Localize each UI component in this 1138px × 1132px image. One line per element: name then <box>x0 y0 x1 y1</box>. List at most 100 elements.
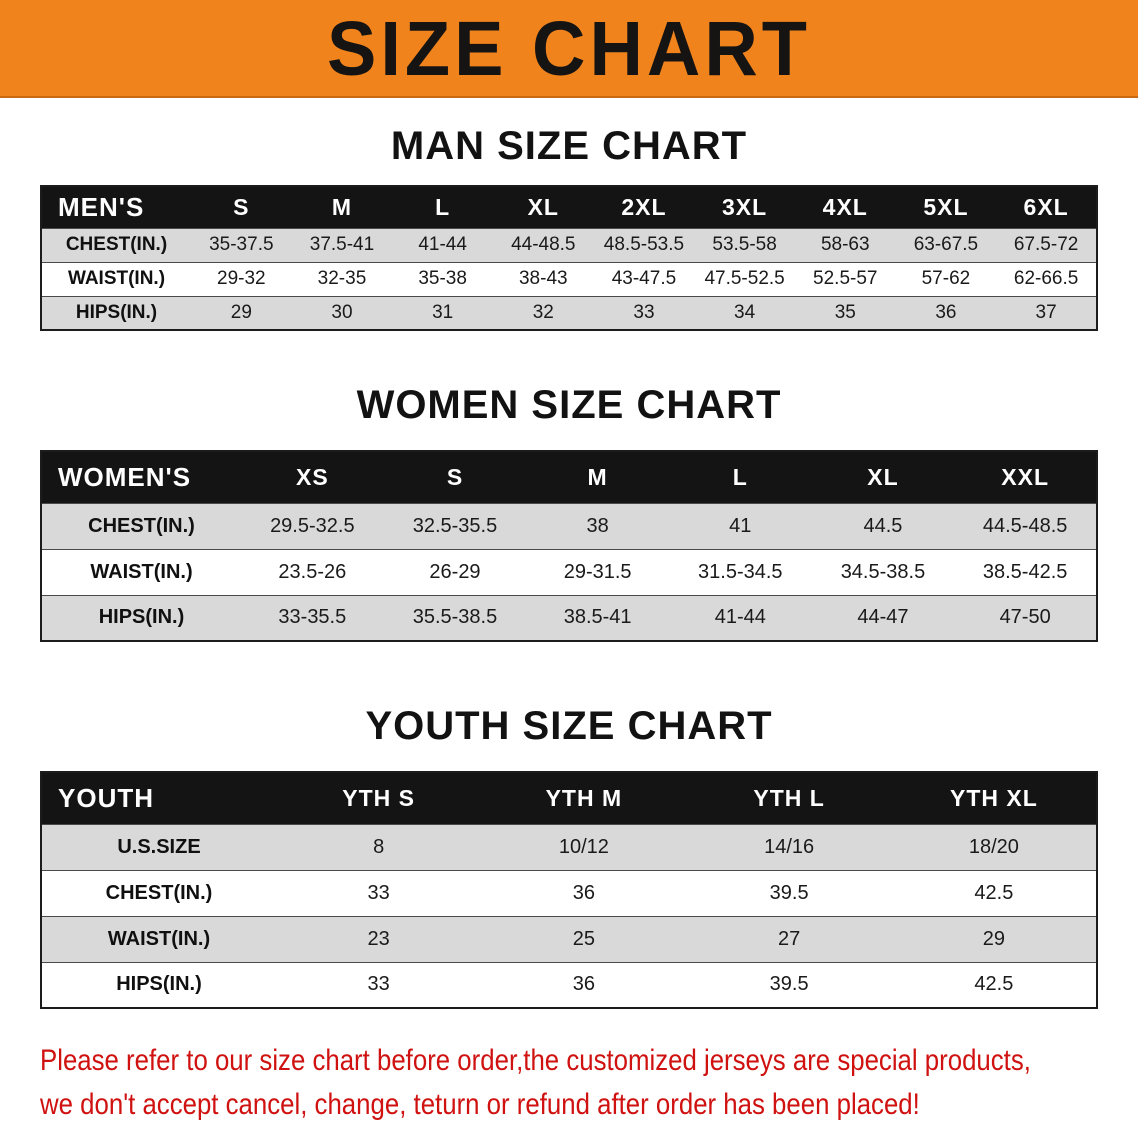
size-value-cell: 57-62 <box>921 268 971 289</box>
size-value-cell: 67.5-72 <box>1013 234 1079 255</box>
size-column-header: 6XL <box>996 186 1097 228</box>
size-value-cell: 35.5-38.5 <box>412 606 498 629</box>
size-value-cell: 35 <box>834 301 856 323</box>
size-column-header: XXL <box>954 451 1097 503</box>
size-value-cell: 26-29 <box>429 560 481 583</box>
size-value-cell: 39.5 <box>769 973 809 996</box>
measurement-row-label: CHEST(IN.) <box>88 514 195 537</box>
man-section-heading: MAN SIZE CHART <box>390 124 748 168</box>
size-value-cell: 38.5-41 <box>563 606 632 629</box>
size-column-header: M <box>526 451 669 503</box>
size-value-cell: 36 <box>572 973 595 996</box>
size-column-header: 2XL <box>593 186 695 228</box>
size-value-cell: 48.5-53.5 <box>603 234 685 255</box>
size-value-cell: 53.5-58 <box>712 234 777 255</box>
table-row: HIPS(IN.) 33-35.5 35.5-38.5 38.5-41 41-44 44-… <box>41 595 1097 641</box>
size-value-cell: 23.5-26 <box>278 560 347 583</box>
size-value-cell: 14/16 <box>764 835 815 858</box>
size-value-cell: 42.5 <box>974 973 1014 996</box>
size-value-cell: 29-32 <box>217 268 266 289</box>
size-value-cell: 34.5-38.5 <box>840 560 926 583</box>
man-size-section: MAN SIZE CHART MEN'S S M L XL 2XL 3XL 4XL 5XL 6XL… <box>0 124 1138 331</box>
size-value-cell: 10/12 <box>558 835 609 858</box>
size-value-cell: 30 <box>331 301 353 323</box>
table-row: CHEST(IN.) 29.5-32.5 32.5-35.5 38 41 44.5 44.5… <box>41 503 1097 549</box>
size-value-cell: 63-67.5 <box>913 234 979 255</box>
disclaimer-line-2: we don't accept cancel, change, teturn o… <box>40 1087 920 1121</box>
size-column-header: YTH M <box>481 772 687 824</box>
size-value-cell: 41-44 <box>714 606 766 629</box>
size-value-cell: 18/20 <box>968 835 1019 858</box>
measurement-row-label: HIPS(IN.) <box>75 301 158 323</box>
table-corner-label: MEN'S <box>41 186 191 228</box>
size-value-cell: 37 <box>1035 301 1057 323</box>
size-column-header: M <box>291 186 393 228</box>
table-row: WAIST(IN.) 29-32 32-35 35-38 38-43 43-47.5 47.… <box>41 262 1097 296</box>
size-value-cell: 38.5-42.5 <box>982 560 1068 583</box>
table-row: WAIST(IN.) 23 25 27 29 <box>41 916 1097 962</box>
table-row: WAIST(IN.) 23.5-26 26-29 29-31.5 31.5-34.5 34… <box>41 549 1097 595</box>
size-value-cell: 33-35.5 <box>278 606 347 629</box>
women-size-table: WOMEN'S XS S M L XL XXL CHEST(IN.) 29.5-32.5 32.5… <box>40 450 1098 642</box>
size-value-cell: 35-37.5 <box>209 234 274 255</box>
measurement-row-label: WAIST(IN.) <box>107 927 211 950</box>
banner: SIZE CHART <box>0 0 1138 98</box>
size-column-header: L <box>392 186 493 228</box>
women-size-section: WOMEN SIZE CHART WOMEN'S XS S M L XL XXL CHEST(… <box>0 383 1138 642</box>
table-header-row: MEN'S S M L XL 2XL 3XL 4XL 5XL 6XL <box>41 186 1097 228</box>
size-column-header: S <box>383 451 527 503</box>
table-row: CHEST(IN.) 33 36 39.5 42.5 <box>41 870 1097 916</box>
table-corner-label: YOUTH <box>41 772 276 824</box>
page-title: SIZE CHART <box>327 4 811 92</box>
youth-size-table: YOUTH YTH S YTH M YTH L YTH XL U.S.SIZE 8 10/12… <box>40 771 1098 1009</box>
measurement-row-label: WAIST(IN.) <box>67 268 166 289</box>
size-column-header: 4XL <box>794 186 896 228</box>
size-value-cell: 29 <box>982 927 1005 950</box>
size-value-cell: 35-38 <box>418 268 467 289</box>
size-value-cell: 33 <box>367 973 390 996</box>
measurement-row-label: HIPS(IN.) <box>116 973 202 996</box>
table-row: CHEST(IN.) 35-37.5 37.5-41 41-44 44-48.5 48.5… <box>41 228 1097 262</box>
size-value-cell: 29-31.5 <box>563 560 632 583</box>
size-value-cell: 42.5 <box>974 881 1014 904</box>
size-value-cell: 37.5-41 <box>309 234 375 255</box>
size-column-header: XL <box>811 451 955 503</box>
youth-size-section: YOUTH SIZE CHART YOUTH YTH S YTH M YTH L YTH… <box>0 704 1138 1009</box>
size-value-cell: 44-48.5 <box>511 234 576 255</box>
size-column-header: YTH L <box>686 772 892 824</box>
size-column-header: XL <box>492 186 594 228</box>
size-value-cell: 29 <box>230 301 252 323</box>
size-value-cell: 36 <box>935 301 957 323</box>
measurement-row-label: HIPS(IN.) <box>98 606 185 629</box>
size-value-cell: 31.5-34.5 <box>698 560 783 583</box>
size-column-header: XS <box>241 451 384 503</box>
size-value-cell: 25 <box>572 927 595 950</box>
size-value-cell: 52.5-57 <box>813 268 878 289</box>
size-value-cell: 23 <box>367 927 390 950</box>
size-value-cell: 36 <box>572 881 595 904</box>
measurement-row-label: CHEST(IN.) <box>65 234 168 255</box>
size-value-cell: 32-35 <box>317 268 367 289</box>
size-value-cell: 8 <box>373 835 385 858</box>
size-value-cell: 47-50 <box>999 606 1051 629</box>
measurement-row-label: U.S.SIZE <box>117 835 201 858</box>
size-column-header: 3XL <box>694 186 795 228</box>
table-header-row: WOMEN'S XS S M L XL XXL <box>41 451 1097 503</box>
size-value-cell: 29.5-32.5 <box>270 514 355 537</box>
size-column-header: 5XL <box>895 186 997 228</box>
size-value-cell: 33 <box>367 881 390 904</box>
measurement-row-label: WAIST(IN.) <box>90 560 193 583</box>
size-value-cell: 31 <box>432 301 454 323</box>
disclaimer: Please refer to our size chart before or… <box>0 1039 1138 1126</box>
table-corner-label: WOMEN'S <box>41 451 241 503</box>
size-value-cell: 44-47 <box>857 606 909 629</box>
size-value-cell: 41-44 <box>418 234 467 255</box>
size-value-cell: 34 <box>734 301 756 323</box>
size-column-header: S <box>191 186 292 228</box>
size-value-cell: 44.5 <box>863 514 903 537</box>
table-row: U.S.SIZE 8 10/12 14/16 18/20 <box>41 824 1097 870</box>
measurement-row-label: CHEST(IN.) <box>105 881 213 904</box>
size-value-cell: 62-66.5 <box>1013 268 1079 289</box>
women-section-heading: WOMEN SIZE CHART <box>356 383 782 427</box>
